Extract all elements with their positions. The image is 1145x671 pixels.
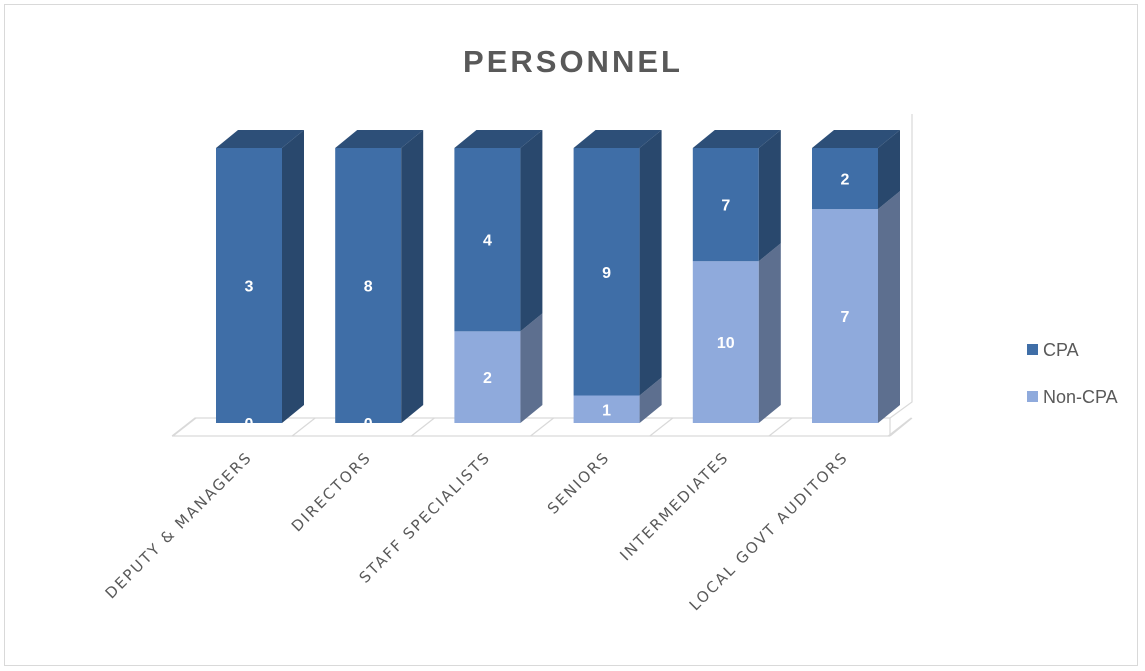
bar-local-govt-auditors-non-cpa <box>812 191 900 423</box>
category-label-intermediates: INTERMEDIATES <box>616 448 732 564</box>
legend: CPA Non-CPA <box>1027 340 1118 407</box>
bar-directors-cpa <box>335 130 424 423</box>
data-label-deputy-and-managers-cpa: 3 <box>245 279 254 296</box>
data-label-intermediates-cpa: 7 <box>721 198 730 215</box>
bar-staff-specialists-cpa <box>454 130 543 332</box>
bar-intermediates-non-cpa <box>692 243 781 423</box>
chart-frame <box>4 4 1138 666</box>
bar-staff-specialists-non-cpa <box>454 313 543 423</box>
bar-seniors-non-cpa <box>573 377 662 423</box>
legend-label-cpa: CPA <box>1043 340 1079 360</box>
legend-label-non-cpa: Non-CPA <box>1043 387 1118 407</box>
legend-swatch-cpa <box>1027 344 1038 355</box>
data-labels-group: 0 3 0 8 2 4 1 9 10 7 7 2 <box>245 172 850 433</box>
data-label-seniors-non-cpa: 1 <box>602 402 611 419</box>
data-label-local-govt-auditors-cpa: 2 <box>841 172 850 189</box>
category-label-deputy-and-managers: DEPUTY & MANAGERS <box>102 448 256 602</box>
legend-swatch-non-cpa <box>1027 391 1038 402</box>
chart-title: PERSONNEL <box>463 44 683 79</box>
data-label-local-govt-auditors-non-cpa: 7 <box>841 309 850 326</box>
data-label-directors-non-cpa: 0 <box>364 416 373 433</box>
data-label-seniors-cpa: 9 <box>602 265 611 282</box>
data-label-intermediates-non-cpa: 10 <box>717 335 735 352</box>
category-label-directors: DIRECTORS <box>288 448 375 535</box>
data-label-staff-specialists-cpa: 4 <box>483 233 492 250</box>
bar-local-govt-auditors-cpa <box>812 130 900 210</box>
chart-floor <box>171 114 913 437</box>
data-label-directors-cpa: 8 <box>364 279 373 296</box>
bar-deputy-and-managers-cpa <box>216 130 304 423</box>
bars-group <box>216 130 900 423</box>
bar-intermediates-cpa <box>692 130 781 262</box>
bar-seniors-cpa <box>573 130 662 396</box>
category-label-seniors: SENIORS <box>544 448 614 518</box>
data-label-deputy-and-managers-non-cpa: 0 <box>245 416 254 433</box>
category-label-staff-specialists: STAFF SPECIALISTS <box>356 448 495 587</box>
data-label-staff-specialists-non-cpa: 2 <box>483 370 492 387</box>
